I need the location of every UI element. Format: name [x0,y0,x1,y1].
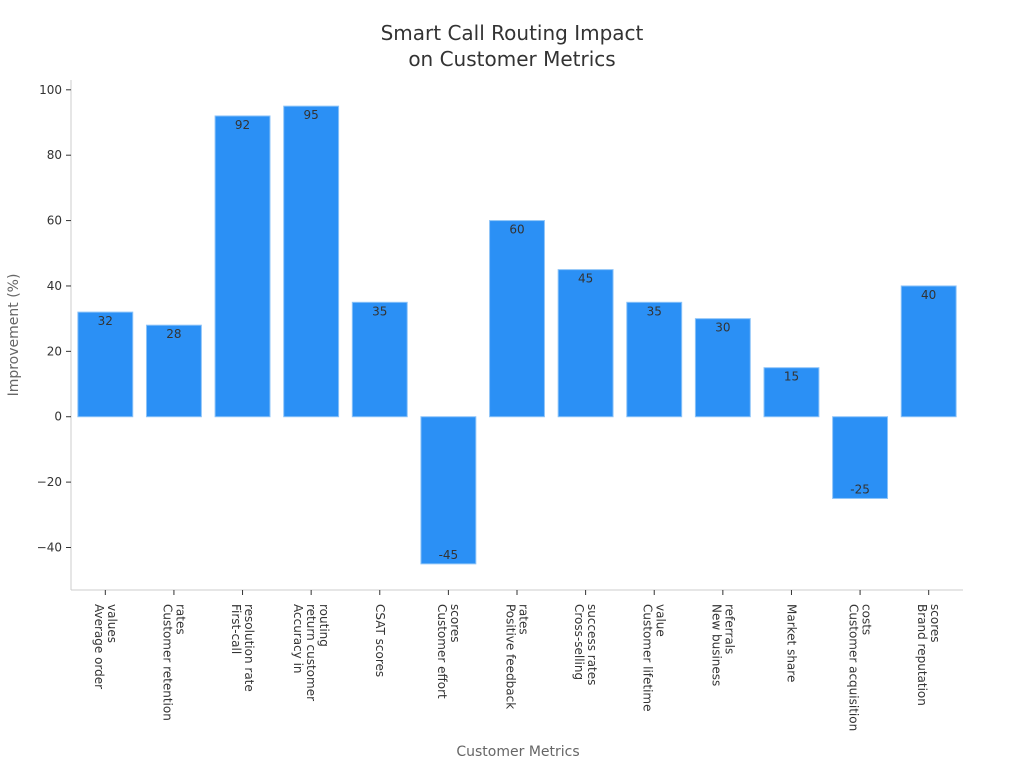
bar [832,416,889,499]
x-tick-label-line: return customer [304,604,318,701]
y-tick-label: −20 [37,475,62,489]
x-tick-label-line: value [654,604,668,637]
x-tick-label-line: costs [860,604,874,635]
bar [489,220,545,418]
bar [694,318,751,418]
x-tick-label: Brand reputation scores [915,604,942,706]
bar [145,324,202,418]
y-tick-label: 20 [47,344,62,358]
bar [77,311,134,418]
x-tick-label-line: scores [928,604,942,643]
bar-value-label: 15 [784,370,799,384]
x-axis-label: Customer Metrics [456,744,579,760]
bar [626,301,683,418]
bar [557,269,614,418]
y-tick-label: 40 [47,279,62,293]
x-axis-ticks: Average order values Customer retention rat… [92,590,942,731]
x-tick-label-line: First-call [229,604,243,654]
chart-title-line-1: Smart Call Routing Impact [381,21,644,45]
y-tick-label: 100 [39,83,62,97]
x-tick-label: Positive feedback rates [504,604,531,709]
x-tick-label-line: Brand reputation [915,604,929,706]
bar-value-label: 45 [578,272,593,286]
data-labels: 32 28 92 95 35 -45 60 45 35 30 15 -25 40 [98,108,937,562]
x-tick-label-line: rates [517,604,531,635]
bar-value-label: 35 [372,304,387,318]
y-axis-label: Improvement (%) [6,274,22,397]
chart-title: Smart Call Routing Impact on Customer Me… [381,21,644,71]
bar-value-label: 92 [235,118,250,132]
y-tick-label: 0 [54,410,62,424]
x-tick-label-line: Accuracy in [291,604,305,674]
bar-value-label: 40 [921,288,936,302]
bar [420,416,477,565]
x-tick-label: Average order values [92,604,119,689]
x-tick-label-line: Customer retention [160,604,174,721]
x-tick-label: Customer lifetime value [641,604,668,712]
y-tick-label: −40 [37,541,62,555]
x-tick-label: New business referrals [709,604,736,686]
x-tick-label-line: success rates [585,604,599,685]
bars [77,105,957,565]
x-tick-label: Accuracy in return customer routing [291,604,331,701]
x-tick-label-line: Customer acquisition [847,604,861,731]
bar [763,367,820,418]
x-tick-label-line: Customer lifetime [641,604,655,712]
x-tick-label: Cross-selling success rates [572,604,599,685]
x-tick-label-line: referrals [722,604,736,654]
x-tick-label-line: scores [448,604,462,643]
x-tick-label-line: resolution rate [242,604,256,692]
x-tick-label-line: Positive feedback [504,604,518,709]
bar-value-label: 28 [166,327,181,341]
bar-value-label: 32 [98,314,113,328]
y-tick-label: 60 [47,214,62,228]
x-tick-label-line: Customer effort [435,604,449,699]
bar [351,301,408,418]
bar-value-label: -25 [850,482,870,496]
x-tick-label: Customer effort scores [435,604,462,699]
bar [214,115,271,418]
x-tick-label: First-call resolution rate [229,604,256,692]
x-tick-label-line: Cross-selling [572,604,586,680]
y-tick-label: 80 [47,148,62,162]
x-tick-label-line: Market share [784,604,798,682]
bar-value-label: 95 [304,108,319,122]
x-tick-label-line: routing [317,604,331,647]
x-tick-label-line: New business [709,604,723,686]
bar [900,285,957,418]
bar-value-label: 30 [715,321,730,335]
x-tick-label: CSAT scores [373,604,387,677]
x-tick-label: Customer retention rates [160,604,187,721]
x-tick-label-line: values [105,604,119,643]
bar-value-label: -45 [439,548,459,562]
x-tick-label: Customer acquisition costs [847,604,874,731]
x-tick-label: Market share [784,604,798,682]
y-axis-ticks: −40 −20 0 20 40 60 80 100 [37,83,71,555]
x-tick-label-line: rates [173,604,187,635]
bar-value-label: 35 [647,304,662,318]
x-tick-label-line: Average order [92,604,106,689]
chart-title-line-2: on Customer Metrics [408,47,615,71]
bar [283,105,340,418]
bar-value-label: 60 [509,223,524,237]
x-tick-label-line: CSAT scores [373,604,387,677]
